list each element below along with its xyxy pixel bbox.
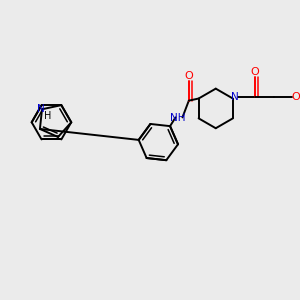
Text: O: O [184,71,193,81]
Text: N: N [37,104,45,114]
Text: O: O [292,92,300,102]
Text: NH: NH [170,113,185,123]
Text: H: H [44,111,52,121]
Text: N: N [231,92,239,102]
Text: O: O [250,67,259,77]
